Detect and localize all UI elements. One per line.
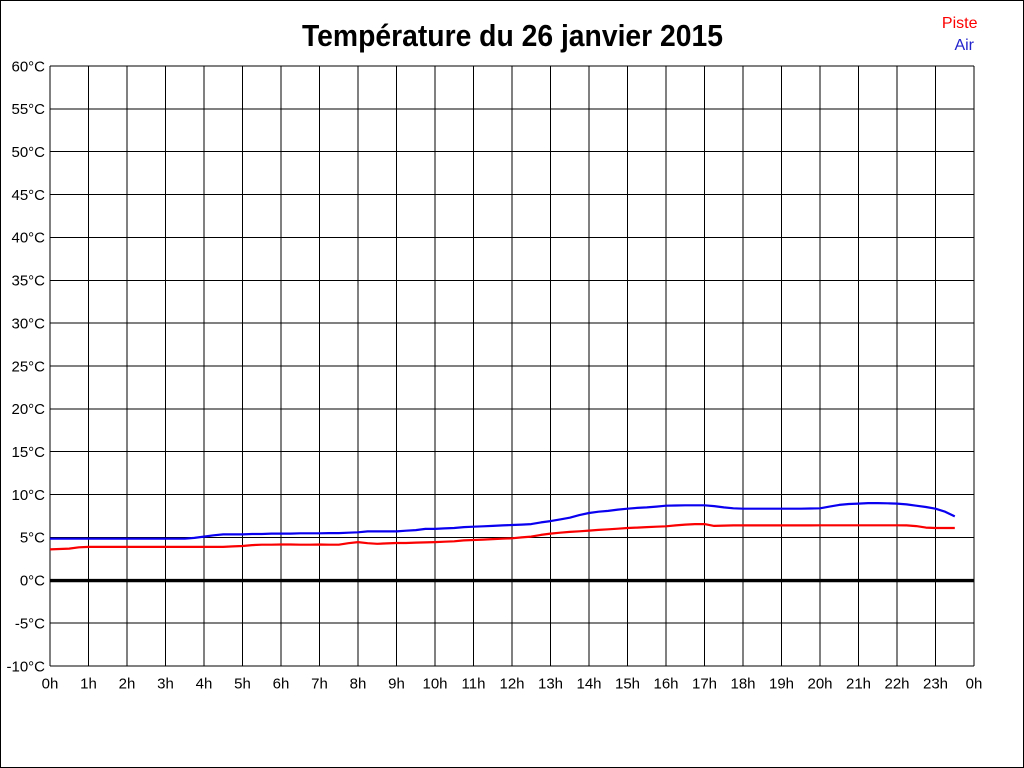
svg-text:15°C: 15°C [11, 444, 45, 461]
svg-text:35°C: 35°C [11, 273, 45, 290]
svg-text:10h: 10h [422, 676, 447, 693]
svg-text:19h: 19h [769, 676, 794, 693]
svg-text:21h: 21h [846, 676, 871, 693]
svg-text:16h: 16h [653, 676, 678, 693]
svg-text:-5°C: -5°C [15, 615, 45, 632]
svg-text:10°C: 10°C [11, 487, 45, 504]
svg-text:2h: 2h [119, 676, 136, 693]
svg-text:8h: 8h [350, 676, 367, 693]
svg-text:15h: 15h [615, 676, 640, 693]
svg-text:12h: 12h [499, 676, 524, 693]
svg-text:55°C: 55°C [11, 101, 45, 118]
svg-text:0°C: 0°C [20, 573, 45, 590]
svg-text:Air: Air [954, 37, 974, 54]
svg-text:5h: 5h [234, 676, 251, 693]
svg-text:5°C: 5°C [20, 530, 45, 547]
svg-text:23h: 23h [923, 676, 948, 693]
svg-text:6h: 6h [273, 676, 290, 693]
svg-text:18h: 18h [730, 676, 755, 693]
svg-text:14h: 14h [576, 676, 601, 693]
svg-text:45°C: 45°C [11, 187, 45, 204]
svg-text:0h: 0h [966, 676, 983, 693]
svg-text:60°C: 60°C [11, 58, 45, 75]
svg-text:1h: 1h [80, 676, 97, 693]
svg-text:3h: 3h [157, 676, 174, 693]
svg-text:30°C: 30°C [11, 315, 45, 332]
svg-text:22h: 22h [884, 676, 909, 693]
svg-text:4h: 4h [196, 676, 213, 693]
svg-text:9h: 9h [388, 676, 405, 693]
svg-text:17h: 17h [692, 676, 717, 693]
svg-text:50°C: 50°C [11, 144, 45, 161]
svg-text:7h: 7h [311, 676, 328, 693]
svg-text:Piste: Piste [942, 15, 978, 32]
svg-text:40°C: 40°C [11, 230, 45, 247]
svg-text:0h: 0h [42, 676, 59, 693]
svg-text:25°C: 25°C [11, 358, 45, 375]
svg-text:13h: 13h [538, 676, 563, 693]
svg-text:11h: 11h [462, 676, 486, 693]
svg-text:Température du 26 janvier 2015: Température du 26 janvier 2015 [302, 19, 723, 53]
svg-text:20h: 20h [807, 676, 832, 693]
svg-text:20°C: 20°C [11, 401, 45, 418]
svg-text:-10°C: -10°C [6, 658, 45, 675]
